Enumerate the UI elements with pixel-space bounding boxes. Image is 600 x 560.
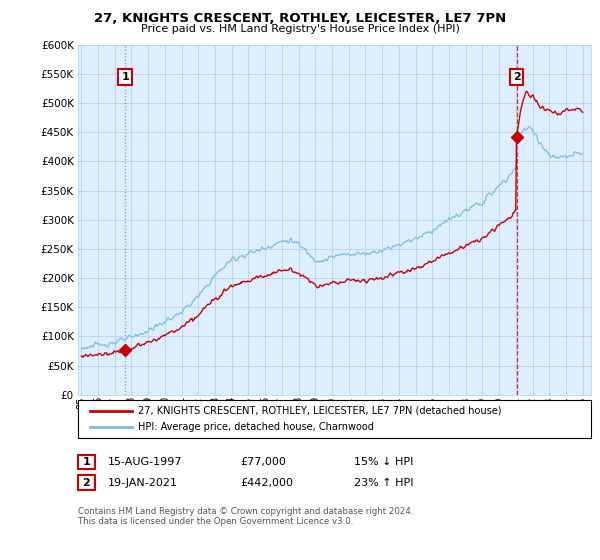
Text: Price paid vs. HM Land Registry's House Price Index (HPI): Price paid vs. HM Land Registry's House … [140,24,460,34]
Text: Contains HM Land Registry data © Crown copyright and database right 2024.
This d: Contains HM Land Registry data © Crown c… [78,507,413,526]
Text: 1: 1 [83,457,90,467]
Text: 15-AUG-1997: 15-AUG-1997 [108,457,182,467]
Text: 27, KNIGHTS CRESCENT, ROTHLEY, LEICESTER, LE7 7PN (detached house): 27, KNIGHTS CRESCENT, ROTHLEY, LEICESTER… [138,405,502,416]
Text: 1: 1 [121,72,129,82]
Text: 15% ↓ HPI: 15% ↓ HPI [354,457,413,467]
Text: 23% ↑ HPI: 23% ↑ HPI [354,478,413,488]
Text: £442,000: £442,000 [240,478,293,488]
Text: 19-JAN-2021: 19-JAN-2021 [108,478,178,488]
Text: 27, KNIGHTS CRESCENT, ROTHLEY, LEICESTER, LE7 7PN: 27, KNIGHTS CRESCENT, ROTHLEY, LEICESTER… [94,12,506,25]
Text: £77,000: £77,000 [240,457,286,467]
Text: 2: 2 [513,72,521,82]
Text: 2: 2 [83,478,90,488]
Text: HPI: Average price, detached house, Charnwood: HPI: Average price, detached house, Char… [138,422,374,432]
